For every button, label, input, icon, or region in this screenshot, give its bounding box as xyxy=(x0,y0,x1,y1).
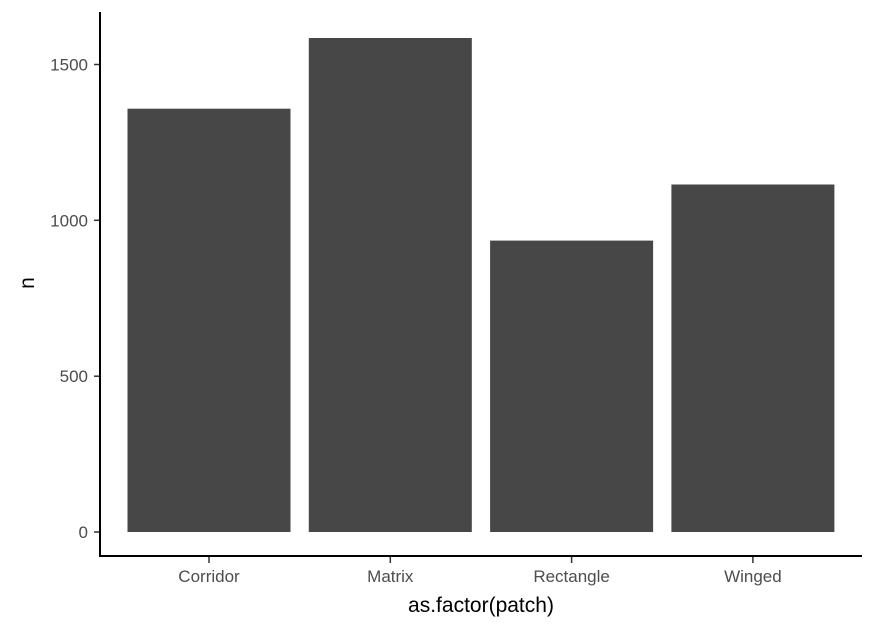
x-tick-label: Winged xyxy=(724,567,782,586)
x-axis-ticks: Corridor Matrix Rectangle Winged xyxy=(178,557,782,586)
bar-corridor xyxy=(127,108,291,532)
y-tick-label: 500 xyxy=(60,367,88,386)
bars xyxy=(127,38,835,532)
bar-rectangle xyxy=(490,240,654,532)
x-tick-label: Corridor xyxy=(178,567,240,586)
y-tick-label: 1000 xyxy=(50,211,88,230)
x-tick-label: Matrix xyxy=(367,567,414,586)
x-tick-label: Rectangle xyxy=(533,567,610,586)
y-tick-label: 0 xyxy=(79,523,88,542)
y-axis-title: n xyxy=(16,277,39,289)
bar-winged xyxy=(671,184,835,532)
y-tick-label: 1500 xyxy=(50,56,88,75)
y-axis-ticks: 0 500 1000 1500 xyxy=(50,56,100,542)
bar-matrix xyxy=(308,38,472,532)
x-axis-title: as.factor(patch) xyxy=(408,594,554,617)
